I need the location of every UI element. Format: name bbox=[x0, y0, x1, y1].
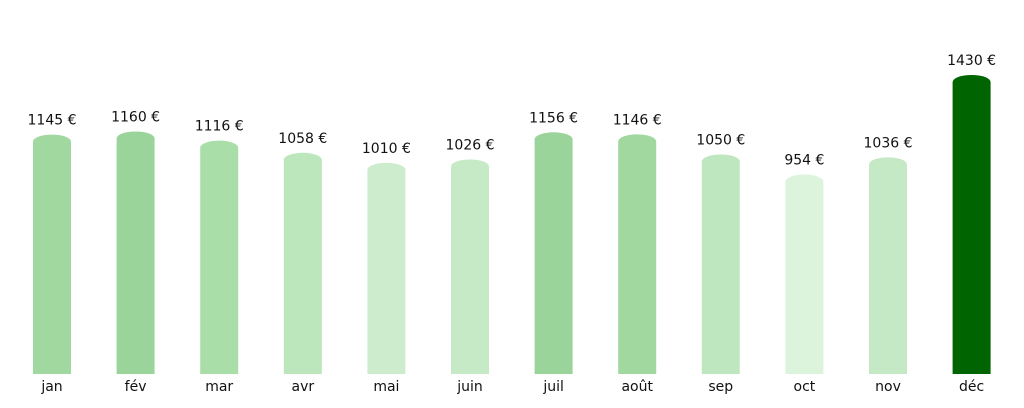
x-tick-label: août bbox=[621, 379, 653, 395]
bar-fév bbox=[116, 131, 155, 374]
x-tick-label: juin bbox=[456, 379, 483, 395]
x-tick-label: déc bbox=[959, 379, 984, 395]
data-label: 1156 € bbox=[529, 110, 578, 126]
data-label: 1010 € bbox=[362, 141, 411, 157]
data-label: 1036 € bbox=[864, 135, 913, 151]
data-label: 1430 € bbox=[947, 53, 996, 69]
data-label: 1026 € bbox=[446, 137, 495, 153]
bar-juin bbox=[451, 159, 489, 374]
x-tick-label: mar bbox=[205, 379, 233, 395]
bar-déc bbox=[952, 75, 991, 374]
x-tick-label: mai bbox=[373, 379, 399, 395]
bar-nov bbox=[869, 157, 907, 374]
bar-mar bbox=[200, 140, 239, 374]
bar-mai bbox=[367, 162, 406, 374]
x-tick-label: avr bbox=[291, 379, 314, 395]
x-tick-label: oct bbox=[794, 379, 816, 395]
data-label: 1160 € bbox=[111, 109, 160, 125]
bar-juil bbox=[534, 132, 573, 374]
data-label: 1116 € bbox=[195, 119, 244, 135]
x-tick-label: juil bbox=[542, 379, 564, 395]
data-label: 1050 € bbox=[696, 132, 745, 148]
x-tick-label: sep bbox=[708, 379, 733, 395]
x-tick-label: nov bbox=[875, 379, 901, 395]
data-label: 1145 € bbox=[28, 113, 77, 129]
bar-jan bbox=[33, 134, 71, 374]
bar-août bbox=[618, 134, 657, 374]
bar-avr bbox=[283, 152, 322, 374]
data-label: 1146 € bbox=[613, 112, 662, 128]
data-label: 954 € bbox=[784, 153, 824, 169]
x-tick-label: jan bbox=[40, 379, 62, 395]
bar-sep bbox=[701, 154, 740, 374]
bar-oct bbox=[785, 174, 824, 374]
x-tick-label: fév bbox=[125, 379, 147, 395]
data-label: 1058 € bbox=[278, 131, 327, 147]
